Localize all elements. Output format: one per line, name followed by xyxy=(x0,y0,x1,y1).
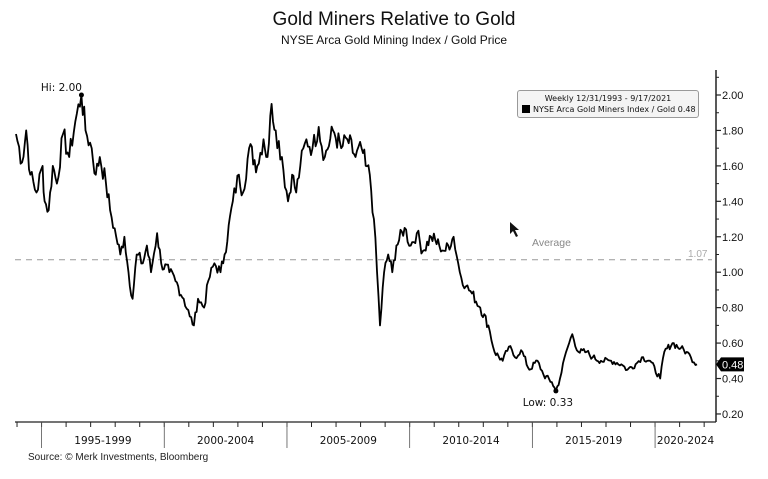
annotation-marker xyxy=(553,388,559,394)
average-label: Average xyxy=(532,237,571,249)
source-note: Source: © Merk Investments, Bloomberg xyxy=(28,452,209,463)
x-period-label: 2015-2019 xyxy=(565,435,622,447)
legend-last-value: 0.48 xyxy=(677,105,696,114)
x-period-label: 2010-2014 xyxy=(442,435,500,447)
x-period-label: 1995-1999 xyxy=(74,435,131,447)
legend-header: Weekly 12/31/1993 - 9/17/2021 xyxy=(544,94,672,103)
y-tick-label: 1.20 xyxy=(722,232,743,244)
x-period-label: 2000-2004 xyxy=(197,435,255,447)
y-tick-label: 0.20 xyxy=(722,409,743,421)
legend: Weekly 12/31/1993 - 9/17/2021 NYSE Arca … xyxy=(517,90,699,118)
y-tick-label: 1.00 xyxy=(722,267,743,279)
legend-entry-label: NYSE Arca Gold Miners Index / Gold xyxy=(533,105,676,114)
annotation-marker xyxy=(78,92,84,98)
series-line xyxy=(15,94,698,392)
chart-title: Gold Miners Relative to Gold xyxy=(272,9,516,30)
y-tick-label: 1.40 xyxy=(722,196,743,208)
current-value-badge-label: 0.48 xyxy=(722,359,743,371)
mouse-cursor-icon xyxy=(510,222,519,237)
y-tick-label: 0.80 xyxy=(722,303,743,315)
annotation-label: Hi: 2.00 xyxy=(41,82,82,94)
average-value-label: 1.07 xyxy=(688,249,708,260)
x-period-label: 2020-2024 xyxy=(657,435,715,447)
y-tick-label: 0.40 xyxy=(722,374,743,386)
y-tick-label: 1.80 xyxy=(722,125,743,137)
legend-entry: NYSE Arca Gold Miners Index / Gold 0.48 xyxy=(522,105,696,114)
annotation-label: Low: 0.33 xyxy=(523,397,573,409)
y-tick-label: 2.00 xyxy=(722,90,743,102)
legend-swatch xyxy=(522,105,530,113)
current-value-badge xyxy=(716,357,744,372)
chart-subtitle: NYSE Arca Gold Mining Index / Gold Price xyxy=(280,33,508,47)
y-tick-label: 0.60 xyxy=(722,338,743,350)
x-period-label: 2005-2009 xyxy=(320,435,377,447)
y-tick-label: 1.60 xyxy=(722,161,743,173)
